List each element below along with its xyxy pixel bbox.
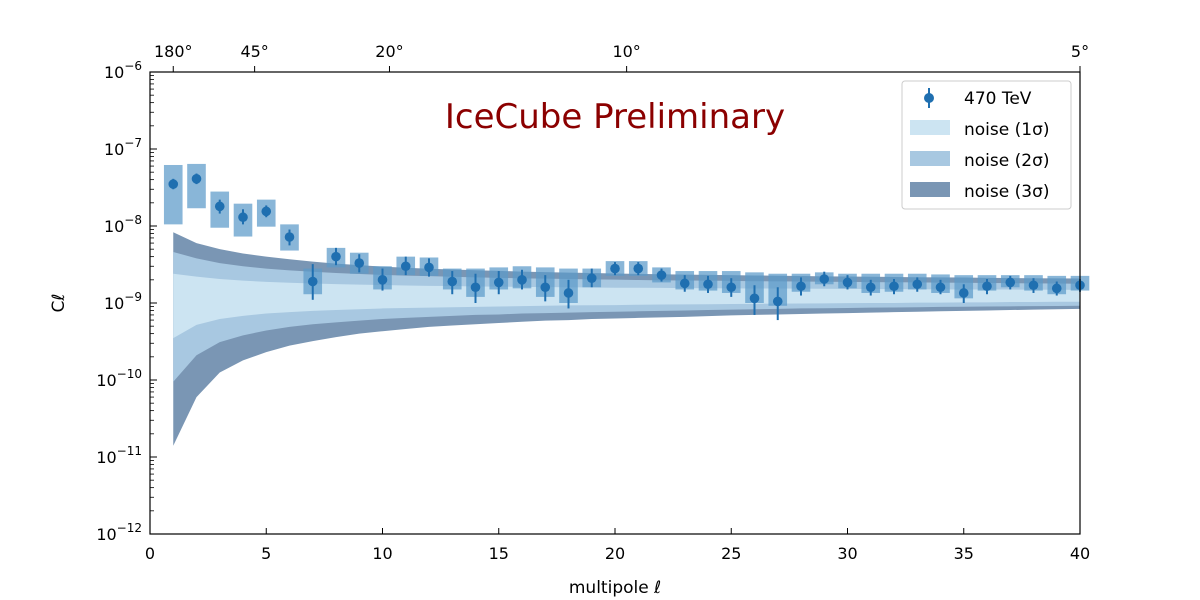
data-point-ell-5: [261, 206, 272, 217]
legend-marker-data: [924, 88, 934, 108]
data-point-ell-17: [540, 282, 551, 293]
legend-swatch-noise-1sigma: [910, 120, 950, 135]
top-axis-ticks: 180° 45° 20° 10° 5°: [154, 42, 1089, 72]
data-point-ell-26: [749, 293, 760, 304]
data-point-ell-6: [284, 232, 295, 242]
data-point-ell-33: [912, 279, 923, 290]
data-point-ell-20: [610, 263, 620, 274]
data-point-ell-36: [982, 281, 992, 292]
data-point-ell-12: [424, 262, 434, 273]
legend-label-data: 470 TeV: [964, 89, 1032, 109]
data-point-ell-13: [447, 276, 458, 287]
x-tick-label-35: 35: [954, 544, 974, 563]
data-point-ell-1: [168, 179, 179, 189]
noise-band-1sigma: [173, 273, 1080, 339]
legend-label-noise-2sigma: noise (2σ): [964, 151, 1049, 171]
data-point-ell-35: [958, 288, 969, 298]
data-point-ell-21: [633, 263, 644, 274]
data-point-ell-8: [331, 251, 341, 262]
x-tick-label-5: 5: [261, 544, 271, 563]
top-tick-label: 20°: [375, 42, 403, 61]
y-tick-label: 10−12: [96, 521, 142, 544]
x-tick-label-30: 30: [837, 544, 857, 563]
data-point-ell-28: [796, 281, 806, 292]
x-tick-label-0: 0: [145, 544, 155, 563]
x-axis-ticks: 0 5 10 15 20 25 30 35 40: [145, 528, 1090, 563]
data-points: [168, 173, 1085, 321]
legend-swatch-noise-2sigma: [910, 151, 950, 166]
y-tick-label: 10−11: [96, 444, 142, 467]
error-box-ell-2: [187, 163, 206, 209]
preliminary-annotation: IceCube Preliminary: [445, 97, 785, 137]
error-box-ell-1: [163, 164, 183, 225]
data-point-ell-34: [935, 282, 946, 293]
data-point-ell-37: [1005, 277, 1016, 288]
top-tick-label: 45°: [240, 42, 268, 61]
data-point-ell-30: [842, 277, 853, 288]
data-point-ell-19: [586, 273, 597, 283]
data-point-ell-39: [1051, 283, 1062, 294]
legend-label-noise-3sigma: noise (3σ): [964, 182, 1049, 202]
data-point-ell-4: [238, 212, 248, 223]
top-tick-label: 10°: [612, 42, 640, 61]
legend: 470 TeV noise (1σ) noise (2σ) noise (3σ): [901, 80, 1072, 210]
noise-bands: [173, 232, 1080, 446]
data-point-ell-11: [400, 261, 411, 272]
data-point-ell-9: [354, 258, 365, 268]
x-tick-label-15: 15: [489, 544, 509, 563]
data-point-ell-29: [819, 274, 830, 284]
data-point-ell-24: [703, 279, 713, 290]
top-tick-label: 5°: [1071, 42, 1089, 61]
y-tick-label: 10−6: [104, 59, 142, 82]
legend-swatch-noise-3sigma: [910, 182, 950, 197]
data-point-ell-23: [679, 278, 690, 289]
data-point-ell-25: [726, 282, 737, 293]
legend-label-noise-1sigma: noise (1σ): [964, 120, 1049, 140]
y-tick-label: 10−9: [104, 290, 142, 313]
y-tick-label: 10−8: [104, 213, 142, 236]
data-point-ell-16: [517, 275, 527, 285]
data-point-ell-27: [772, 296, 783, 307]
data-point-ell-3: [214, 201, 225, 212]
data-point-ell-18: [563, 288, 574, 298]
x-tick-label-40: 40: [1070, 544, 1090, 563]
x-axis-label: multipole ℓ: [569, 578, 661, 598]
data-point-ell-31: [865, 282, 876, 293]
y-tick-label: 10−7: [104, 136, 142, 159]
y-axis-ticks: 10−12 10−11 10−10 10−9 10−8 10−7 10−6: [96, 59, 157, 544]
top-tick-label: 180°: [154, 42, 193, 61]
data-point-ell-38: [1028, 280, 1039, 291]
data-point-ell-10: [377, 275, 388, 285]
legend-box: [901, 80, 1072, 210]
x-tick-label-10: 10: [372, 544, 392, 563]
x-tick-label-25: 25: [721, 544, 741, 563]
data-point-ell-22: [656, 270, 667, 280]
y-axis-label: Cℓ: [49, 294, 69, 313]
x-tick-label-20: 20: [605, 544, 625, 563]
data-point-ell-2: [191, 174, 202, 184]
data-point-ell-15: [493, 277, 504, 288]
noise-band-3sigma: [173, 232, 1080, 446]
data-point-ell-32: [889, 281, 899, 292]
data-point-ell-7: [307, 276, 318, 287]
y-tick-label: 10−10: [96, 367, 142, 390]
data-point-ell-14: [470, 282, 481, 293]
